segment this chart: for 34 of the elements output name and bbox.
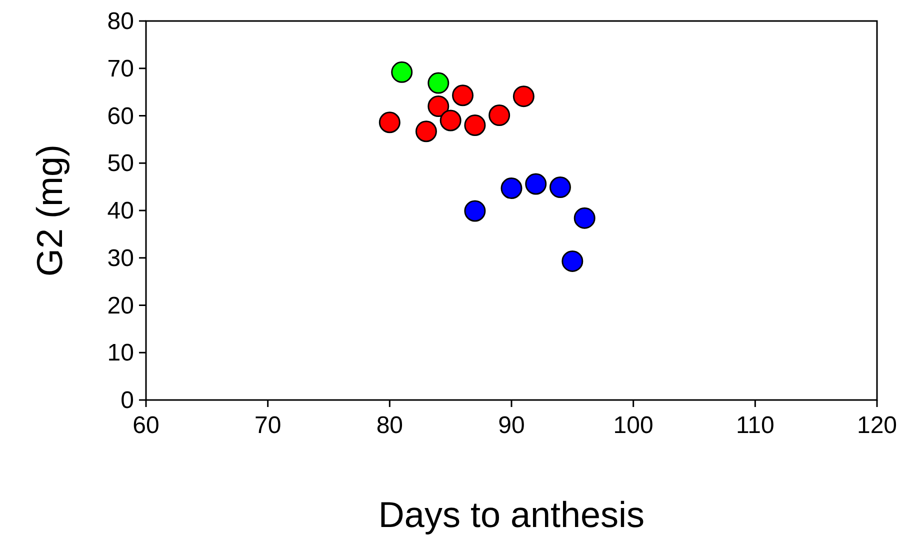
x-tick-label: 60 (132, 412, 160, 439)
point (464, 200, 486, 222)
point (428, 96, 450, 118)
x-tick-label: 90 (498, 412, 525, 439)
point (464, 114, 486, 136)
x-tick-label: 110 (736, 412, 774, 439)
y-tick-label: 50 (107, 150, 134, 178)
point (549, 176, 571, 198)
point (440, 110, 462, 132)
point (428, 72, 450, 94)
y-tick-label: 10 (107, 340, 134, 367)
point (488, 104, 510, 126)
x-tick-label: 80 (376, 412, 404, 439)
point (562, 250, 584, 272)
point (512, 86, 534, 108)
point (378, 112, 400, 134)
y-tick-label: 40 (107, 198, 134, 224)
point (574, 207, 596, 229)
y-tick-label: 0 (120, 387, 134, 414)
point (415, 120, 437, 142)
point (452, 84, 474, 106)
point (525, 173, 547, 195)
x-axis-title: Days to anthesis (378, 494, 645, 535)
x-tick-label: 120 (856, 412, 898, 439)
point (391, 61, 413, 83)
x-tick-label: 100 (613, 412, 654, 439)
y-tick-label: 70 (107, 55, 134, 82)
y-axis-title: G2 (mg) (29, 144, 70, 277)
x-tick-label: 70 (254, 412, 282, 439)
y-tick-label: 80 (107, 8, 134, 35)
y-tick-label: 30 (107, 244, 134, 272)
y-tick-label: 20 (107, 292, 134, 320)
point (500, 177, 522, 199)
y-tick-label: 60 (107, 102, 134, 130)
